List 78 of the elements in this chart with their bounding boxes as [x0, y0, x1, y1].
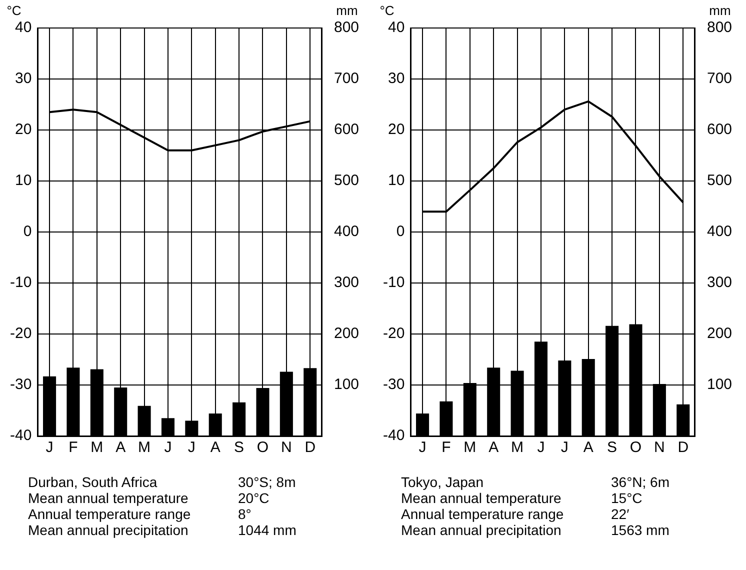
x-tick-label: F [442, 439, 451, 456]
x-tick-label: F [68, 439, 78, 456]
y2-tick-label: 600 [706, 121, 732, 138]
y-tick-label: -40 [10, 427, 32, 444]
y-tick-label: 10 [14, 172, 32, 190]
x-tick-label: D [678, 439, 689, 456]
y-axis-title: °C [6, 3, 22, 18]
y-tick-label: 20 [388, 121, 405, 138]
y2-tick-label: 800 [706, 19, 732, 36]
text: 30°S; 8m [238, 474, 297, 490]
text: Durban, South Africa [28, 474, 158, 490]
x-tick-label: M [464, 439, 476, 456]
y2-tick-label: 200 [334, 325, 360, 342]
y2-axis-title: mm [336, 3, 358, 18]
y-tick-label: 30 [388, 70, 405, 88]
y2-tick-label: 600 [334, 121, 360, 138]
y-tick-label: -20 [382, 325, 405, 342]
x-tick-label: J [188, 439, 196, 456]
y2-tick-label: 700 [706, 70, 732, 88]
y-tick-label: 10 [388, 172, 405, 190]
y-tick-label: -20 [10, 325, 32, 342]
text: Mean annual precipitation [401, 522, 562, 538]
x-tick-label: A [488, 439, 499, 456]
y2-tick-label: 500 [334, 172, 360, 190]
y2-tick-label: 700 [334, 70, 360, 88]
y2-tick-label: 300 [706, 274, 732, 292]
y-tick-label: 0 [396, 223, 405, 240]
text: Annual temperature range [28, 506, 192, 522]
x-tick-label: M [90, 439, 104, 456]
x-tick-label: M [511, 439, 524, 456]
x-tick-label: A [583, 439, 594, 456]
x-tick-label: N [654, 439, 665, 456]
y-tick-label: -30 [10, 376, 32, 394]
x-tick-label: J [537, 439, 545, 456]
x-tick-label: J [46, 439, 54, 456]
x-tick-label: J [164, 439, 172, 456]
text: 20°C [238, 490, 270, 506]
y-tick-label: -10 [10, 274, 32, 292]
y-tick-label: 0 [23, 223, 32, 240]
y-tick-label: -10 [382, 274, 405, 292]
x-tick-label: S [607, 439, 618, 456]
text: Tokyo, Japan [401, 474, 484, 490]
y2-tick-label: 100 [706, 376, 732, 394]
text: 1563 mm [611, 522, 670, 538]
y2-tick-label: 800 [334, 19, 360, 36]
y2-tick-label: 400 [334, 223, 360, 240]
text: 36°N; 6m [611, 474, 671, 490]
x-tick-label: J [418, 439, 426, 456]
text: Annual temperature range [401, 506, 565, 522]
y2-tick-label: 200 [706, 325, 732, 342]
x-tick-label: D [304, 439, 316, 456]
y-tick-label: -40 [382, 427, 405, 444]
x-tick-label: S [234, 439, 244, 456]
y-tick-label: -30 [382, 376, 405, 394]
y-axis-title: °C [380, 3, 394, 18]
text: Mean annual temperature [28, 490, 190, 506]
x-tick-label: N [281, 439, 292, 456]
text: 1044 mm [238, 522, 298, 538]
x-tick-label: A [210, 439, 220, 456]
text: Mean annual temperature [401, 490, 562, 506]
y-tick-label: 20 [14, 121, 32, 138]
y-tick-label: 40 [388, 19, 405, 36]
y2-tick-label: 300 [334, 274, 360, 292]
y-tick-label: 30 [14, 70, 32, 88]
x-tick-label: A [116, 439, 126, 456]
y-tick-label: 40 [14, 19, 32, 36]
text: 15°C [611, 490, 644, 506]
text: Mean annual precipitation [28, 522, 190, 538]
y2-axis-title: mm [709, 3, 731, 18]
y2-tick-label: 400 [706, 223, 732, 240]
x-tick-label: J [560, 439, 568, 456]
text: 8° [238, 506, 252, 522]
y2-tick-label: 100 [334, 376, 360, 394]
y2-tick-label: 500 [706, 172, 732, 190]
text: 22′ [611, 506, 630, 522]
x-tick-label: O [630, 439, 642, 456]
x-tick-label: O [256, 439, 269, 456]
x-tick-label: M [138, 439, 151, 456]
